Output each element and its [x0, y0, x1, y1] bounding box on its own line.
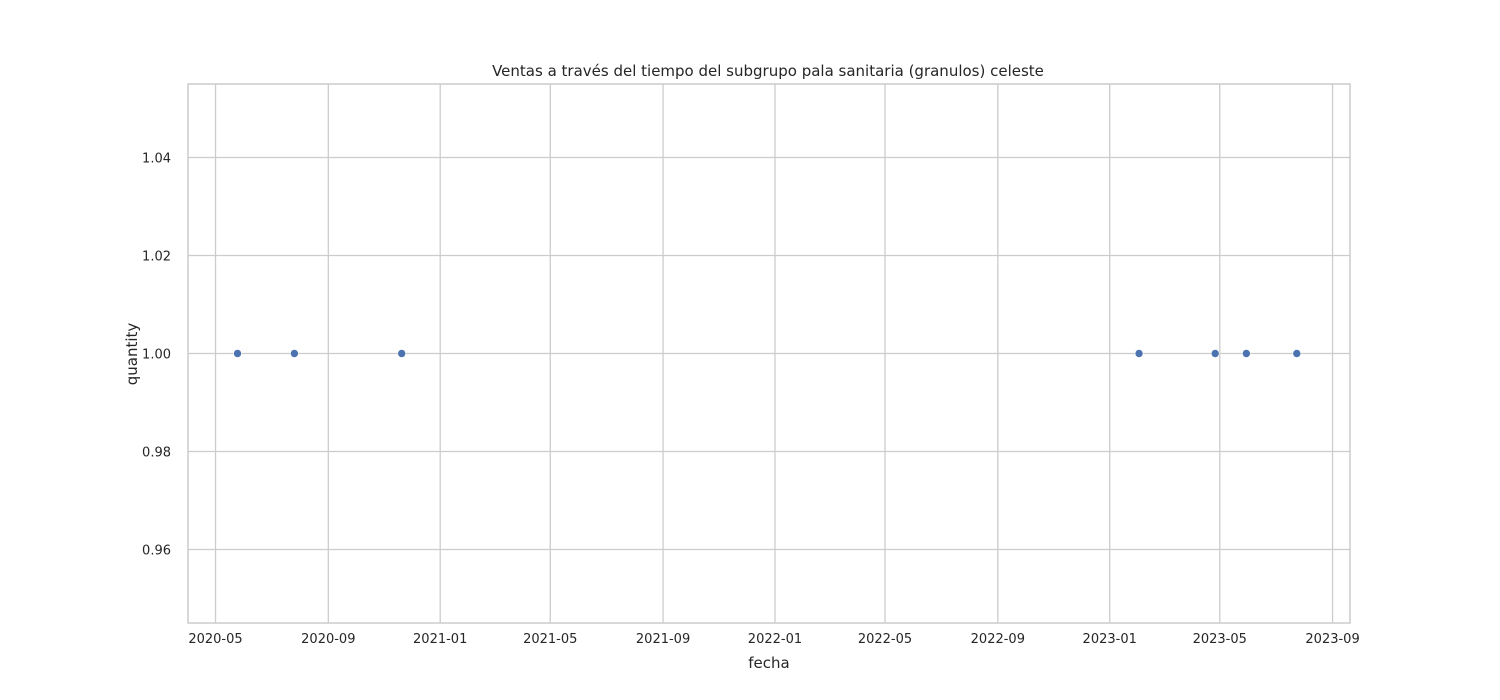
- data-point: [233, 349, 242, 358]
- x-tick-label: 2020-05: [188, 632, 242, 647]
- x-tick-label: 2021-09: [636, 632, 690, 647]
- data-point: [1292, 349, 1302, 358]
- data-point: [1242, 349, 1251, 358]
- grid-lines: [188, 84, 1350, 623]
- x-axis-ticks: 2020-05 2020-09 2021-01 2021-05 2021-09 2022-…: [188, 632, 1359, 647]
- y-axis-ticks: 0.96 0.98 1.00 1.02 1.04: [142, 152, 171, 559]
- chart-title: Ventas a través del tiempo del subgrupo …: [492, 62, 1044, 80]
- x-tick-label: 2022-05: [858, 632, 912, 647]
- data-points: [233, 349, 1302, 358]
- x-tick-label: 2022-01: [748, 632, 802, 647]
- y-tick-label: 0.96: [142, 544, 171, 559]
- data-point: [1134, 349, 1144, 358]
- x-tick-label: 2023-09: [1305, 632, 1359, 647]
- x-axis-label: fecha: [748, 654, 789, 672]
- x-tick-label: 2023-05: [1193, 632, 1247, 647]
- y-tick-label: 0.98: [142, 446, 171, 461]
- x-tick-label: 2022-09: [971, 632, 1025, 647]
- x-tick-label: 2021-01: [413, 632, 467, 647]
- y-tick-label: 1.04: [142, 152, 171, 167]
- y-tick-label: 1.00: [142, 348, 171, 363]
- data-point: [290, 349, 299, 358]
- x-tick-label: 2021-05: [523, 632, 577, 647]
- y-axis-label: quantity: [123, 323, 141, 386]
- plot-frame: [187, 83, 1351, 624]
- x-tick-label: 2020-09: [301, 632, 355, 647]
- data-point: [1210, 349, 1220, 358]
- y-tick-label: 1.02: [142, 250, 171, 265]
- x-tick-label: 2023-01: [1083, 632, 1137, 647]
- data-point: [397, 349, 406, 358]
